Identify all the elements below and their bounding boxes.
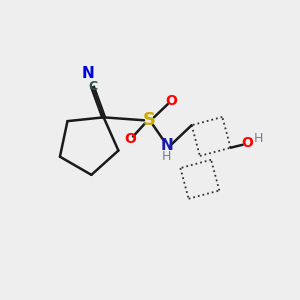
Text: O: O xyxy=(124,132,136,146)
Text: S: S xyxy=(143,111,156,129)
Text: C: C xyxy=(88,80,97,93)
Text: H: H xyxy=(254,132,263,146)
Text: N: N xyxy=(81,66,94,81)
Text: N: N xyxy=(160,138,173,153)
Text: O: O xyxy=(165,94,177,108)
Text: H: H xyxy=(162,150,172,163)
Text: O: O xyxy=(241,136,253,150)
